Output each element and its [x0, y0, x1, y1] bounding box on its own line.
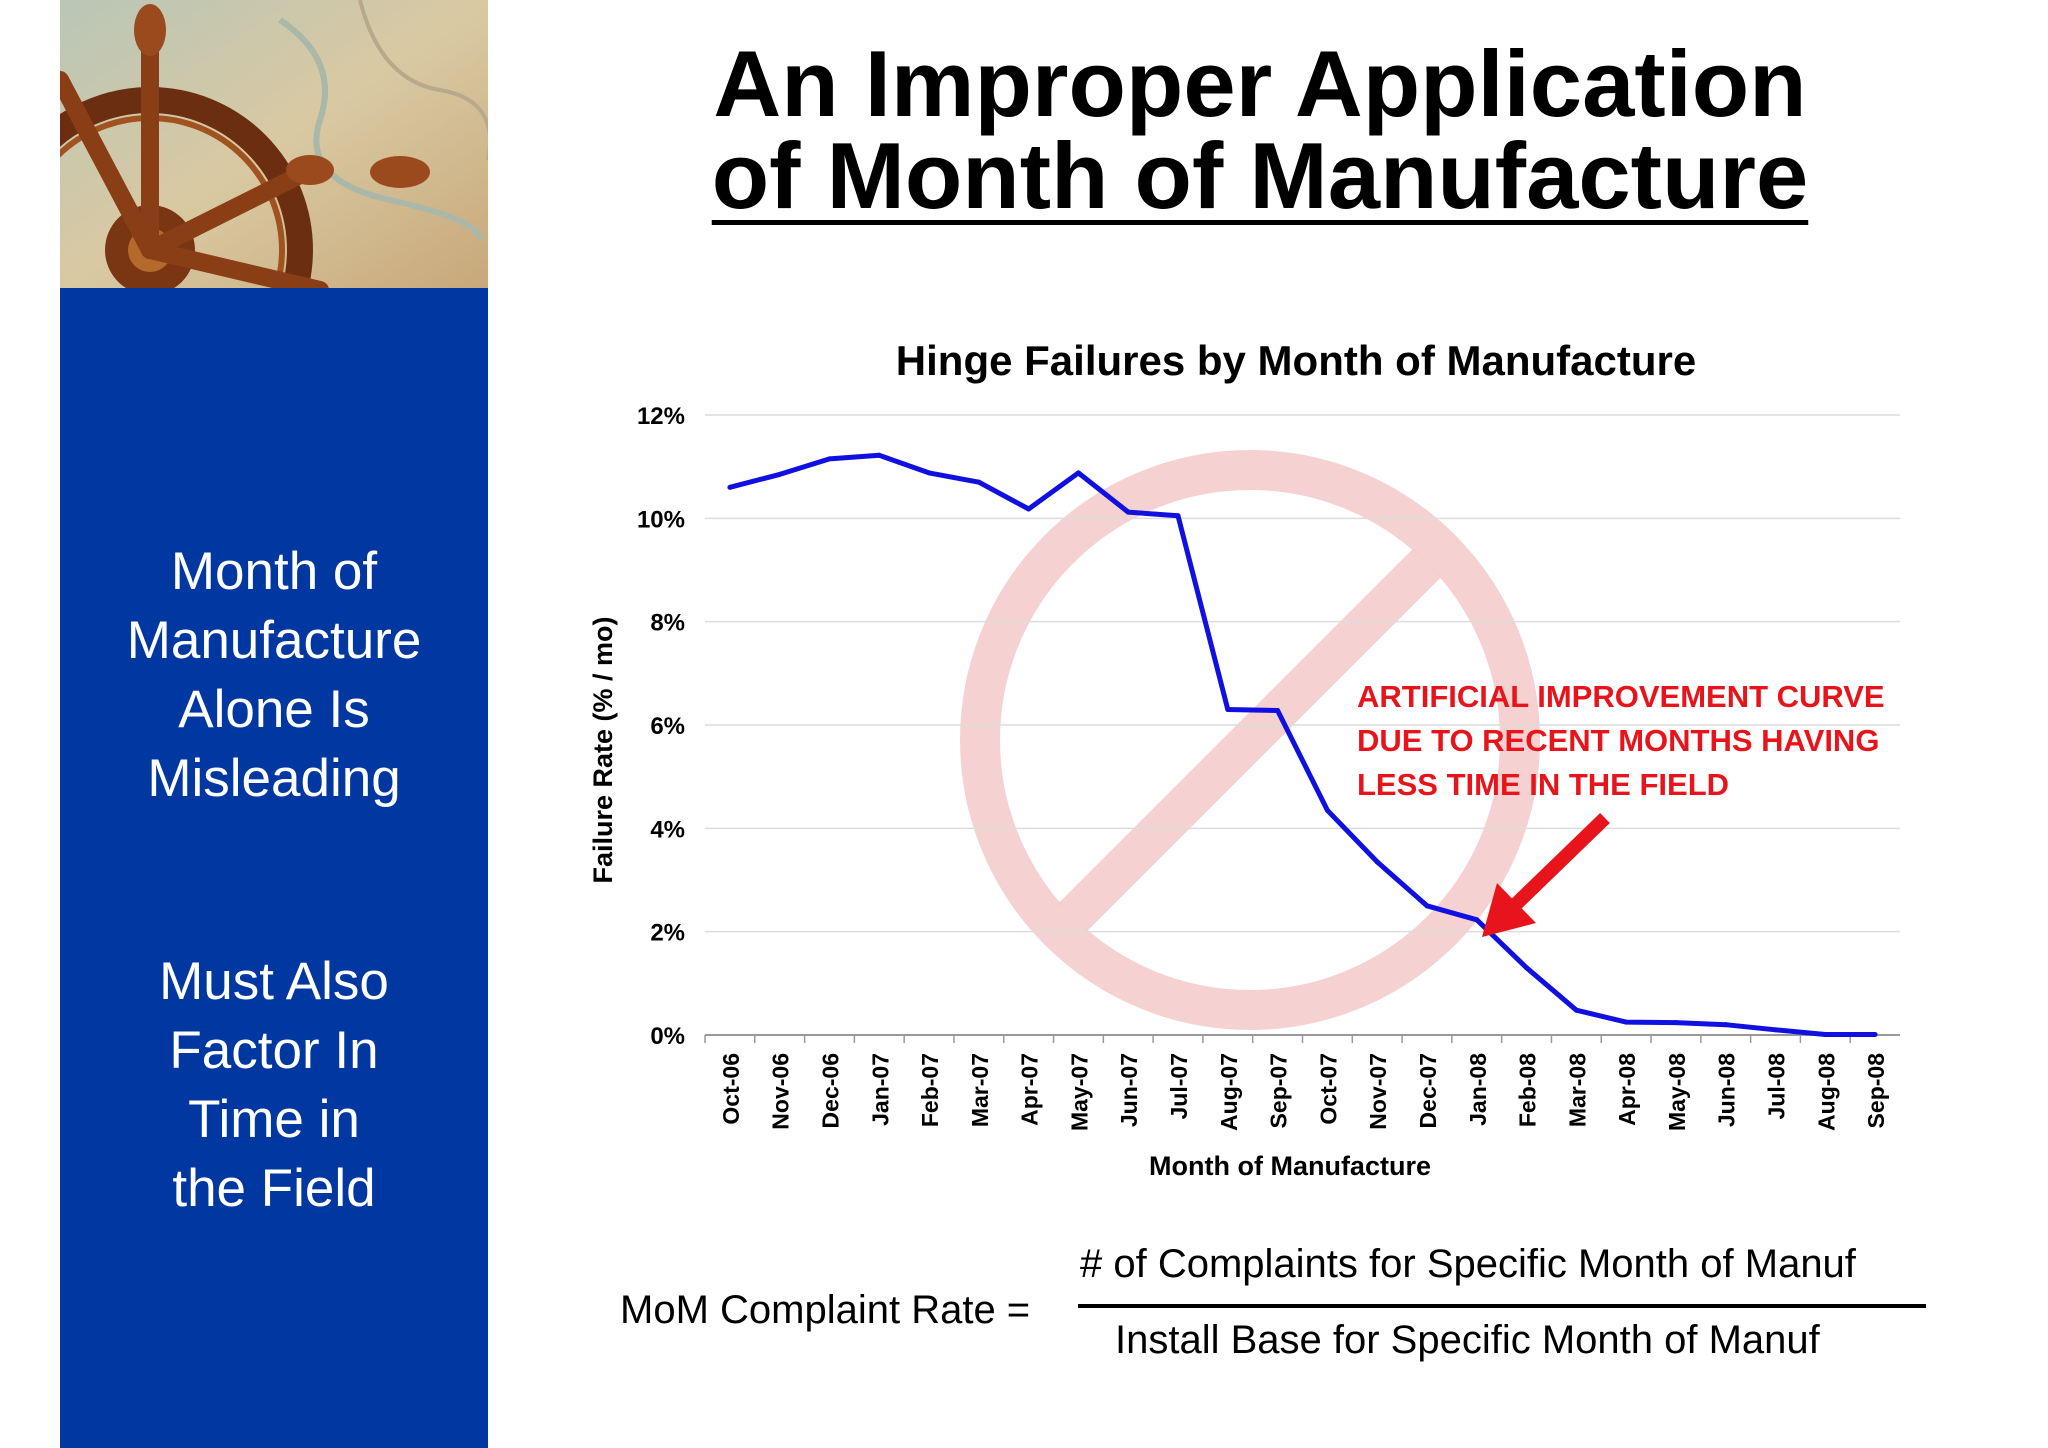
- series-line-hinge-failures: [729, 452, 1876, 1037]
- annotation-line: DUE TO RECENT MONTHS HAVING: [1357, 723, 1879, 758]
- data-point: [1424, 903, 1430, 909]
- data-point: [727, 484, 733, 490]
- x-tick-label: Sep-08: [1863, 1053, 1889, 1129]
- formula-label: MoM Complaint Rate =: [620, 1288, 1031, 1332]
- data-point: [1374, 859, 1380, 865]
- x-tick-label: Nov-07: [1365, 1053, 1391, 1130]
- title-line-1: An Improper Application: [713, 31, 1807, 136]
- hinge-failure-chart: 0% 2% 4% 6% 8% 10% 12% Oct-06 Nov-06 Dec-06 Jan-0…: [588, 337, 1900, 1181]
- sidebar-line: Month of: [170, 542, 378, 601]
- data-point: [876, 452, 882, 458]
- y-tick-label: 0%: [650, 1023, 685, 1050]
- y-tick-label: 2%: [650, 920, 685, 947]
- chart-title: Hinge Failures by Month of Manufacture: [896, 337, 1696, 384]
- x-tick-label: Apr-07: [1017, 1053, 1043, 1126]
- x-tick-label: Jan-07: [867, 1053, 893, 1126]
- x-tick-label: Apr-08: [1614, 1053, 1640, 1126]
- data-point: [1474, 917, 1480, 923]
- x-tick-label: Jun-08: [1714, 1053, 1740, 1127]
- data-point: [1524, 965, 1530, 971]
- annotation-arrow: [1482, 812, 1610, 937]
- data-point: [1623, 1019, 1629, 1025]
- y-tick-label: 12%: [637, 403, 685, 430]
- x-tick-label: Aug-08: [1813, 1053, 1839, 1131]
- data-point: [1324, 807, 1330, 813]
- data-point: [1673, 1020, 1679, 1026]
- x-tick-labels: Oct-06 Nov-06 Dec-06 Jan-07 Feb-07 Mar-07 Apr-…: [704, 1035, 1889, 1131]
- y-tick-label: 10%: [637, 506, 685, 533]
- data-point: [1723, 1022, 1729, 1028]
- sidebar-line: Must Also: [159, 952, 389, 1011]
- y-tick-labels: 0% 2% 4% 6% 8% 10% 12%: [637, 403, 685, 1050]
- x-tick-label: Jul-07: [1166, 1053, 1192, 1119]
- y-tick-label: 8%: [650, 610, 685, 637]
- x-tick-label: Dec-07: [1415, 1053, 1441, 1128]
- y-axis-label: Failure Rate (% / mo): [588, 616, 618, 883]
- data-point: [826, 456, 832, 462]
- annotation-line: LESS TIME IN THE FIELD: [1357, 767, 1729, 802]
- data-point: [777, 471, 783, 477]
- formula-denominator: Install Base for Specific Month of Manuf: [1115, 1318, 1820, 1362]
- x-tick-label: Mar-07: [967, 1053, 993, 1127]
- sidebar-panel: Month of Manufacture Alone Is Misleading…: [60, 0, 488, 1448]
- x-tick-label: Sep-07: [1266, 1053, 1292, 1128]
- x-tick-label: Aug-07: [1216, 1053, 1242, 1131]
- annotation-line: ARTIFICIAL IMPROVEMENT CURVE: [1357, 679, 1885, 714]
- data-point: [976, 479, 982, 485]
- formula: MoM Complaint Rate = # of Complaints for…: [600, 1242, 1980, 1382]
- x-tick-label: Jun-07: [1116, 1053, 1142, 1127]
- x-tick-label: Feb-08: [1515, 1053, 1541, 1127]
- x-tick-label: Jul-08: [1764, 1053, 1790, 1120]
- data-point: [926, 470, 932, 476]
- chart-gridlines: [705, 414, 1900, 933]
- x-tick-label: Oct-06: [718, 1053, 744, 1125]
- title-line-2: of Month of Manufacture: [711, 123, 1809, 228]
- y-tick-label: 6%: [650, 713, 685, 740]
- data-point: [1026, 506, 1032, 512]
- data-point: [1175, 513, 1181, 519]
- x-tick-label: Feb-07: [917, 1053, 943, 1127]
- x-tick-label: May-08: [1664, 1053, 1690, 1131]
- sidebar-line: Misleading: [147, 749, 401, 808]
- sidebar-block-2: Must Also Factor In Time in the Field: [60, 947, 488, 1223]
- data-point: [1225, 707, 1231, 712]
- slide-title: An Improper Application of Month of Manu…: [560, 31, 1960, 228]
- x-axis-label: Month of Manufacture: [1149, 1151, 1431, 1181]
- data-point: [1822, 1031, 1828, 1037]
- x-tick-label: Mar-08: [1564, 1053, 1590, 1127]
- annotation: ARTIFICIAL IMPROVEMENT CURVE DUE TO RECE…: [1357, 679, 1885, 937]
- x-tick-label: Oct-07: [1315, 1053, 1341, 1125]
- data-point: [1573, 1007, 1579, 1013]
- watermark-circle: [960, 450, 1540, 1030]
- y-tick-label: 4%: [650, 816, 685, 843]
- sidebar-line: Time in: [188, 1090, 360, 1149]
- series-points: [727, 452, 1878, 1037]
- sidebar-line: Factor In: [169, 1021, 379, 1080]
- formula-fraction-bar: [1078, 1304, 1926, 1308]
- x-tick-label: Dec-06: [817, 1053, 843, 1128]
- x-tick-label: Nov-06: [768, 1053, 794, 1130]
- formula-numerator: # of Complaints for Specific Month of Ma…: [1080, 1242, 1856, 1286]
- data-point: [1773, 1027, 1779, 1033]
- data-point: [1125, 509, 1131, 515]
- sidebar-line: Manufacture: [126, 611, 422, 670]
- sidebar-line: the Field: [172, 1159, 376, 1218]
- data-point: [1872, 1031, 1878, 1037]
- x-tick-label: May-07: [1066, 1053, 1092, 1131]
- data-point: [1275, 708, 1281, 714]
- data-point: [1075, 470, 1081, 476]
- sidebar-block-1: Month of Manufacture Alone Is Misleading: [60, 537, 488, 813]
- sidebar-line: Alone Is: [178, 680, 370, 739]
- ship-wheel-photo: [60, 0, 488, 288]
- x-tick-label: Jan-08: [1465, 1053, 1491, 1126]
